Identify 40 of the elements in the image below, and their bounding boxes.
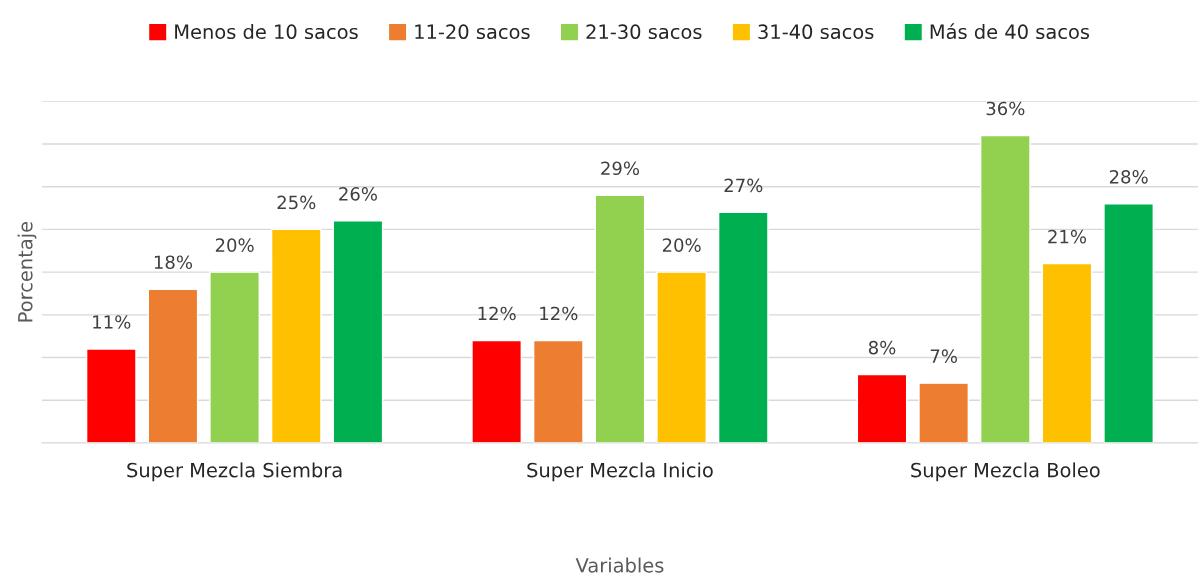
bar — [594, 194, 646, 443]
bar — [532, 339, 584, 443]
bar — [85, 348, 137, 443]
legend-label: Menos de 10 sacos — [175, 24, 358, 40]
bar — [332, 220, 384, 443]
bar — [656, 271, 707, 443]
x-tick-label: Super Mezcla Inicio — [527, 462, 713, 482]
data-label: 12% — [478, 306, 516, 321]
bar — [471, 339, 523, 443]
bar — [147, 288, 199, 443]
legend-label: 21-30 sacos — [586, 24, 702, 40]
data-label: 20% — [215, 238, 254, 252]
data-label: 7% — [930, 349, 957, 363]
data-label: 20% — [662, 238, 701, 252]
bar — [856, 373, 908, 443]
data-label: 12% — [540, 306, 578, 321]
bar — [1103, 203, 1154, 443]
bar — [979, 134, 1031, 443]
bar — [209, 271, 260, 443]
data-label: 28% — [1109, 169, 1148, 184]
bar — [717, 211, 769, 443]
data-label: 36% — [986, 101, 1025, 116]
data-label: 29% — [601, 161, 640, 176]
legend-label: Más de 40 sacos — [930, 23, 1090, 40]
data-label: 25% — [277, 195, 316, 210]
bar — [270, 228, 322, 443]
x-axis-title: Variables — [575, 557, 664, 573]
data-label: 21% — [1048, 229, 1087, 244]
bar — [1041, 262, 1093, 443]
legend-label: 31-40 sacos — [758, 24, 874, 40]
data-label: 11% — [93, 315, 131, 329]
y-axis-title: Porcentaje — [17, 221, 37, 322]
x-tick-label: Super Mezcla Boleo — [911, 462, 1100, 482]
data-label: 18% — [154, 255, 193, 270]
data-label: 8% — [868, 340, 896, 355]
data-label: 27% — [724, 178, 763, 193]
bar — [918, 382, 970, 443]
legend-label: 11-20 sacos — [415, 24, 530, 40]
x-tick-label: Super Mezcla Siembra — [127, 462, 342, 482]
data-label: 26% — [339, 187, 377, 201]
